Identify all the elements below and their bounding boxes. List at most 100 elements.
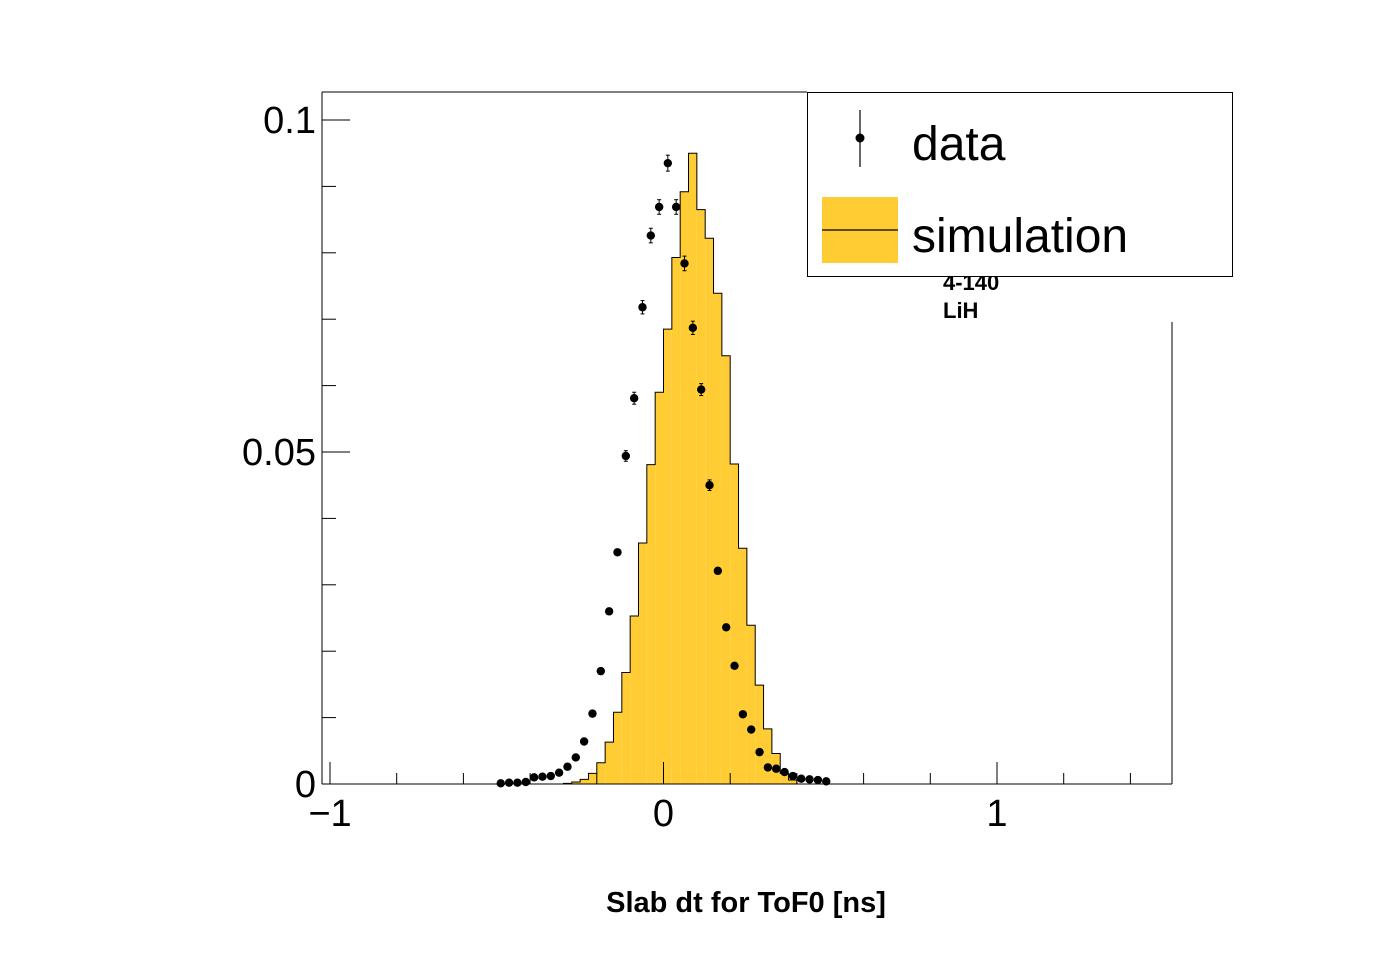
data-point	[638, 300, 647, 315]
data-marker	[813, 775, 823, 785]
simulation-bin	[571, 782, 581, 784]
annotation-absorber-label: LiH	[943, 298, 978, 323]
data-point	[546, 771, 555, 781]
simulation-bin	[755, 685, 764, 784]
data-point	[805, 775, 814, 784]
simulation-bin	[705, 238, 714, 784]
data-marker	[496, 779, 505, 788]
data-point	[554, 768, 564, 777]
data-marker	[621, 451, 631, 461]
data-point	[588, 709, 597, 718]
data-marker	[696, 385, 706, 394]
data-marker	[613, 548, 622, 557]
legend-entry-simulation: simulation	[822, 197, 1128, 263]
data-marker	[571, 753, 580, 762]
legend: data simulation	[807, 92, 1233, 277]
data-point	[755, 747, 764, 757]
data-point	[504, 778, 514, 787]
simulation-bin	[663, 329, 672, 784]
x-tick-label: 1	[986, 793, 1007, 835]
data-point	[822, 777, 831, 786]
data-marker	[755, 747, 764, 757]
data-marker	[563, 762, 572, 771]
simulation-bin	[671, 257, 681, 784]
data-marker	[646, 231, 656, 240]
simulation-bin	[780, 773, 789, 784]
data-point	[596, 666, 606, 676]
data-marker	[797, 774, 806, 783]
data-marker	[747, 725, 756, 734]
x-axis-title: Slab dt for ToF0 [ns]	[606, 887, 886, 919]
data-point	[621, 450, 631, 462]
data-point	[613, 548, 622, 557]
data-marker	[780, 767, 789, 777]
data-marker	[596, 666, 606, 676]
data-point	[646, 227, 656, 244]
simulation-bin	[763, 728, 772, 784]
x-tick-label: −1	[308, 793, 351, 835]
data-point	[772, 764, 781, 773]
data-marker	[588, 709, 597, 718]
data-point	[738, 710, 748, 719]
data-point	[797, 774, 806, 783]
simulation-bin	[688, 153, 697, 784]
simulation-bin	[713, 293, 722, 784]
simulation-bin	[680, 191, 689, 784]
data-point	[688, 320, 698, 335]
simulation-bin	[621, 672, 631, 784]
simulation-bin	[596, 762, 606, 784]
simulation-bin	[721, 355, 731, 784]
simulation-bin	[788, 780, 797, 784]
data-marker	[705, 481, 714, 490]
data-point	[713, 566, 723, 576]
data-marker	[713, 566, 723, 576]
data-point	[604, 607, 614, 616]
simulation-bin	[613, 712, 622, 784]
plot-area	[496, 152, 831, 788]
data-marker	[763, 763, 773, 772]
data-marker	[680, 259, 689, 268]
data-point	[579, 737, 589, 746]
data-point	[680, 255, 689, 272]
y-tick-label: 0.05	[242, 432, 316, 474]
data-point	[663, 154, 673, 172]
data-marker	[738, 710, 748, 719]
legend-label-data: data	[912, 118, 1006, 171]
simulation-bin	[588, 773, 597, 784]
data-marker	[822, 777, 831, 786]
data-marker	[654, 202, 664, 212]
simulation-outline	[562, 152, 798, 784]
data-point	[571, 753, 580, 762]
data-point	[721, 623, 731, 632]
legend-data-marker	[855, 133, 865, 143]
data-marker	[671, 202, 681, 212]
data-point	[788, 771, 798, 781]
data-marker	[521, 777, 530, 787]
data-marker	[629, 394, 639, 403]
data-marker	[529, 773, 539, 782]
y-tick-label: 0.1	[263, 100, 316, 142]
y-tick-label: 0	[295, 764, 316, 806]
data-point	[780, 767, 789, 777]
legend-entry-data: data	[855, 110, 1006, 171]
data-point	[496, 779, 505, 788]
data-point	[563, 762, 572, 771]
data-marker	[730, 661, 739, 671]
data-point	[813, 775, 823, 785]
data-marker	[604, 607, 614, 616]
data-point	[521, 777, 530, 787]
data-marker	[788, 771, 798, 781]
data-point	[705, 479, 714, 492]
data-marker	[638, 303, 647, 312]
legend-label-simulation: simulation	[912, 210, 1128, 263]
data-point	[671, 199, 681, 215]
data-point	[654, 199, 664, 215]
data-marker	[663, 158, 673, 168]
axes: 00.050.1−1 0 1	[242, 91, 1173, 835]
data-point	[529, 773, 539, 782]
data-point	[629, 391, 639, 405]
simulation-bin	[696, 209, 706, 784]
data-point	[747, 725, 756, 734]
